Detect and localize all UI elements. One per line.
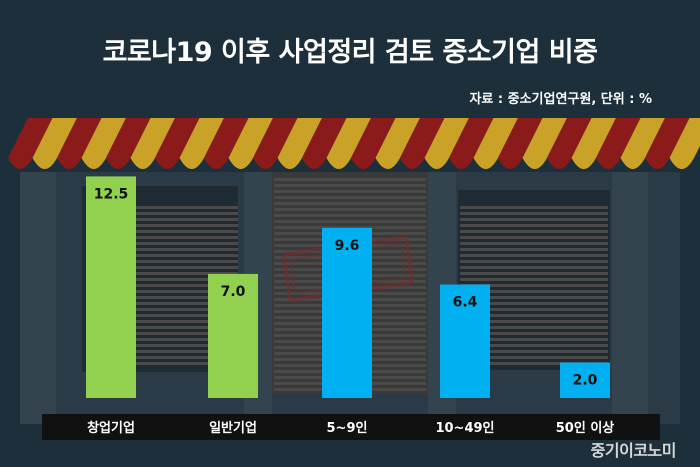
awning-stripe: [106, 118, 151, 158]
awning-stripe: [326, 118, 371, 158]
awning-scallop: [228, 158, 253, 169]
awning-stripe: [669, 118, 700, 158]
awning-scallop: [522, 158, 547, 169]
awning-scallop: [498, 158, 523, 169]
awning-scallop: [179, 158, 204, 169]
awning-scallop: [81, 158, 106, 169]
awning-stripe: [424, 118, 469, 158]
awning-stripe: [57, 118, 102, 158]
x-tick-label: 일반기업: [209, 420, 257, 436]
awning-stripe: [473, 118, 518, 158]
awning-stripe: [522, 118, 567, 158]
bar-value-label: 9.6: [335, 238, 360, 254]
bar-2: [208, 273, 258, 398]
awning-scallop: [106, 158, 131, 169]
awning-scallop: [277, 158, 302, 169]
awning-scallop: [547, 158, 572, 169]
awning-stripe: [253, 118, 298, 158]
awning-stripe: [8, 118, 53, 158]
awning-scallop: [424, 158, 449, 169]
awning-stripe: [277, 118, 322, 158]
awning-scallop: [351, 158, 376, 169]
bar-3: [322, 227, 372, 398]
shutter-slats: [460, 206, 608, 365]
bar-value-label: 7.0: [221, 284, 246, 300]
x-tick-label: 10~49인: [435, 420, 494, 436]
awning-stripe: [81, 118, 126, 158]
bar-value-label: 12.5: [94, 186, 129, 202]
bar-value-label: 2.0: [573, 373, 598, 389]
awning-stripe: [620, 118, 665, 158]
awning-scallop: [596, 158, 621, 169]
awning-scallop: [253, 158, 278, 169]
awning-scallop: [204, 158, 229, 169]
awning-stripe: [449, 118, 494, 158]
awning-scallop: [669, 158, 694, 169]
awning-stripe: [179, 118, 224, 158]
awning-stripe: [228, 118, 273, 158]
bars-group: 12.5 창업기업 7.0 일반기업 9.6 5~9인 6.4 10~49인 2.0 50인 이상: [86, 176, 614, 436]
x-axis-band: [42, 414, 660, 440]
bar-1: [86, 176, 136, 398]
awning-stripe: [400, 118, 445, 158]
awning-scallop: [645, 158, 670, 169]
awning-stripe: [155, 118, 200, 158]
publisher-watermark: 중기이코노미: [590, 441, 677, 460]
awning-stripe: [596, 118, 641, 158]
awning-stripe: [547, 118, 592, 158]
awning-scallop: [57, 158, 82, 169]
awning-stripe: [204, 118, 249, 158]
awning-scallop: [32, 158, 57, 169]
awning-scallop: [449, 158, 474, 169]
awning-scallop: [130, 158, 155, 169]
source-note: 자료 : 중소기업연구원, 단위 : %: [469, 92, 652, 107]
awning-scallop: [155, 158, 180, 169]
awning-stripe: [32, 118, 77, 158]
chart-title: 코로나19 이후 사업정리 검토 중소기업 비중: [102, 37, 598, 68]
awning-scallop: [473, 158, 498, 169]
bar-value-label: 6.4: [453, 295, 478, 311]
awning: [8, 118, 700, 169]
awning-stripe: [498, 118, 543, 158]
bar-5: [560, 362, 610, 398]
awning-scallop: [375, 158, 400, 169]
x-tick-label: 5~9인: [327, 420, 368, 436]
awning-stripe: [375, 118, 420, 158]
bar-4: [440, 284, 490, 398]
awning-scallop: [620, 158, 645, 169]
awning-stripe: [351, 118, 396, 158]
awning-scallop: [326, 158, 351, 169]
awning-stripe: [571, 118, 616, 158]
awning-stripe: [645, 118, 690, 158]
x-tick-label: 창업기업: [87, 420, 135, 436]
awning-scallop: [8, 158, 33, 169]
x-tick-label: 50인 이상: [556, 420, 615, 436]
awning-scallop: [400, 158, 425, 169]
awning-stripe: [302, 118, 347, 158]
shutter-slats: [134, 206, 238, 365]
awning-scallop: [571, 158, 596, 169]
awning-scallop: [302, 158, 327, 169]
awning-stripe: [130, 118, 175, 158]
